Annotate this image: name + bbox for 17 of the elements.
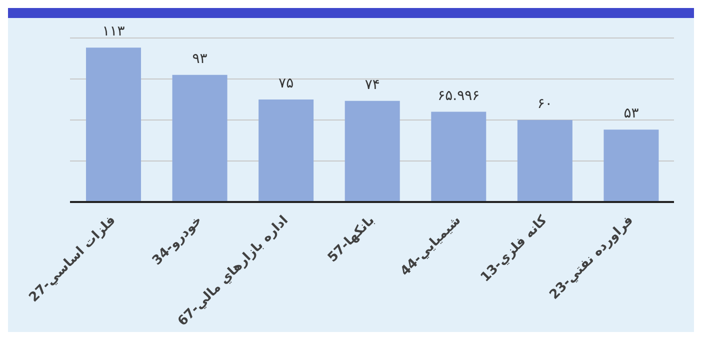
x-tick-label: 57-بانكها xyxy=(325,213,378,266)
bar xyxy=(604,130,659,202)
data-label: ۱۱۳ xyxy=(102,24,126,40)
data-label: ۷۴ xyxy=(364,76,380,93)
data-label: ۶۰ xyxy=(537,96,552,112)
x-tick-label: 44-شيميايي xyxy=(398,213,464,280)
data-label: ۹۳ xyxy=(192,50,208,67)
data-label: ۷۵ xyxy=(278,76,294,92)
bar xyxy=(431,112,486,202)
data-label: ۵۳ xyxy=(624,106,640,122)
bar xyxy=(258,100,314,202)
x-tick-label: 27-فلزات اساسي xyxy=(26,213,119,306)
bar xyxy=(172,74,228,202)
bar xyxy=(86,48,141,202)
bar xyxy=(517,120,572,202)
bar xyxy=(344,100,400,202)
data-label: ۶۵.۹۹۶ xyxy=(438,88,480,104)
